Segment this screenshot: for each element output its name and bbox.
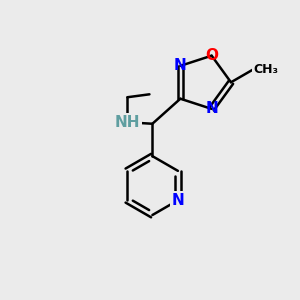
Text: O: O (205, 48, 218, 63)
Text: CH₃: CH₃ (254, 63, 278, 76)
Text: N: N (174, 58, 187, 73)
Text: NH: NH (115, 115, 140, 130)
Text: N: N (172, 193, 184, 208)
Text: N: N (205, 101, 218, 116)
